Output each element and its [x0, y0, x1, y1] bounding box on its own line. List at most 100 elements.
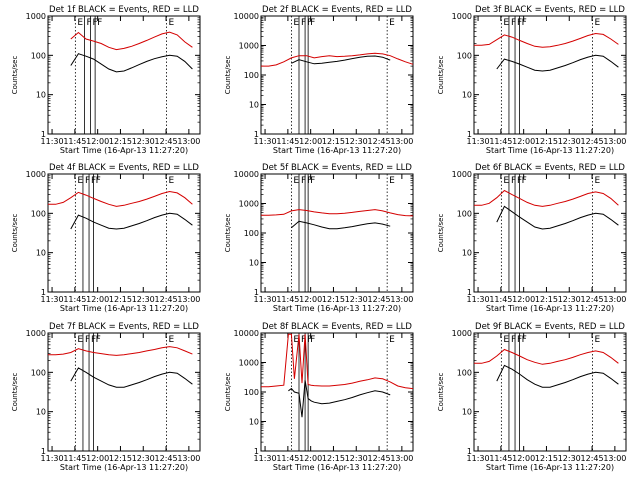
- y-tick-label: 10: [462, 408, 472, 417]
- y-tick-label: 1000: [239, 359, 259, 368]
- x-tick-label: 12:00: [299, 454, 322, 463]
- x-tick-label: 12:00: [299, 295, 322, 304]
- marker-label-E: E: [293, 335, 299, 345]
- y-tick-label: 100: [457, 51, 472, 60]
- y-tick-label: 10: [462, 249, 472, 258]
- y-tick-label: 10: [36, 249, 46, 258]
- series-line-lld: [48, 346, 193, 356]
- x-tick-label: 12:30: [345, 295, 368, 304]
- x-tick-label: 11:45: [489, 137, 512, 146]
- x-tick-label: 12:30: [132, 454, 155, 463]
- x-tick-label: 12:30: [345, 137, 368, 146]
- plot-frame: [473, 173, 627, 293]
- y-tick-label: 100: [244, 71, 259, 80]
- x-axis-label: Start Time (16-Apr-13 11:27:20): [486, 463, 614, 472]
- x-tick-label: 13:00: [390, 454, 413, 463]
- x-tick-label: 12:00: [86, 454, 109, 463]
- y-axis-label: Counts/sec: [437, 373, 445, 412]
- y-tick-label: 1: [41, 447, 46, 456]
- marker-label-E: E: [389, 176, 395, 186]
- x-tick-label: 12:30: [558, 295, 581, 304]
- x-tick-label: 12:30: [345, 454, 368, 463]
- x-tick-label: 12:15: [322, 295, 345, 304]
- x-tick-label: 13:00: [390, 137, 413, 146]
- x-tick-label: 13:00: [177, 295, 200, 304]
- series-line-lld: [474, 348, 619, 365]
- y-tick-label: 1: [41, 288, 46, 297]
- y-tick-label: 100: [31, 51, 46, 60]
- y-tick-label: 1000: [452, 170, 472, 179]
- series-line-lld: [261, 333, 414, 390]
- series-line-lld: [70, 31, 193, 51]
- marker-label-E: E: [389, 18, 395, 28]
- y-axis-label: Counts/sec: [437, 214, 445, 253]
- series-line-events: [70, 53, 193, 73]
- plot-title: Det 4f BLACK = Events, RED = LLD: [49, 163, 199, 173]
- marker-label-F: F: [310, 18, 315, 28]
- marker-label-F: F: [511, 18, 516, 28]
- y-tick-label: 100: [244, 229, 259, 238]
- plot-frame: [473, 15, 627, 135]
- x-tick-label: 12:00: [512, 295, 535, 304]
- y-tick-label: 100: [244, 388, 259, 397]
- x-tick-label: 12:00: [512, 454, 535, 463]
- plot-frame: [473, 332, 627, 452]
- y-tick-label: 100: [457, 209, 472, 218]
- marker-label-E: E: [169, 176, 175, 186]
- plot-title: Det 3f BLACK = Events, RED = LLD: [475, 5, 625, 15]
- y-tick-label: 1: [254, 130, 259, 139]
- y-axis-label: Counts/sec: [224, 373, 232, 412]
- y-tick-label: 100: [31, 209, 46, 218]
- series-line-lld: [261, 209, 414, 217]
- x-axis-label: Start Time (16-Apr-13 11:27:20): [60, 463, 188, 472]
- y-tick-label: 10: [249, 101, 259, 110]
- series-line-events: [288, 380, 391, 418]
- marker-label-F: F: [96, 176, 101, 186]
- x-axis-label: Start Time (16-Apr-13 11:27:20): [273, 146, 401, 155]
- plot-panel-2f: Det 2f BLACK = Events, RED = LLD 1 10 100 10…: [224, 5, 414, 155]
- marker-label-F: F: [307, 176, 312, 186]
- y-tick-label: 10000: [234, 329, 259, 338]
- x-tick-label: 12:15: [109, 137, 132, 146]
- x-tick-label: 11:45: [63, 295, 86, 304]
- marker-label-E: E: [595, 335, 601, 345]
- x-tick-label: 12:15: [322, 454, 345, 463]
- y-tick-label: 1: [467, 130, 472, 139]
- marker-label-E: E: [503, 176, 509, 186]
- marker-label-F: F: [522, 335, 527, 345]
- x-tick-label: 11:45: [276, 295, 299, 304]
- x-tick-label: 12:45: [581, 137, 604, 146]
- x-axis-label: Start Time (16-Apr-13 11:27:20): [486, 304, 614, 313]
- marker-label-E: E: [595, 176, 601, 186]
- y-tick-label: 1: [467, 288, 472, 297]
- marker-label-E: E: [389, 335, 395, 345]
- x-tick-label: 13:00: [177, 137, 200, 146]
- marker-label-F: F: [522, 176, 527, 186]
- plot-panel-8f: Det 8f BLACK = Events, RED = LLD 1 10 100 10…: [224, 322, 414, 472]
- marker-label-F: F: [301, 335, 306, 345]
- plot-panel-4f: Det 4f BLACK = Events, RED = LLD 1 10 100 10…: [11, 163, 201, 313]
- x-tick-label: 11:30: [41, 454, 64, 463]
- y-tick-label: 100: [457, 368, 472, 377]
- y-tick-label: 1000: [26, 12, 46, 21]
- x-tick-label: 12:45: [368, 295, 391, 304]
- marker-label-F: F: [522, 18, 527, 28]
- x-tick-label: 11:30: [467, 295, 490, 304]
- x-tick-label: 12:00: [299, 137, 322, 146]
- marker-label-F: F: [307, 18, 312, 28]
- marker-label-F: F: [85, 335, 90, 345]
- x-tick-label: 12:45: [581, 454, 604, 463]
- marker-label-F: F: [310, 335, 315, 345]
- x-tick-label: 12:30: [558, 137, 581, 146]
- y-tick-label: 10: [249, 418, 259, 427]
- plot-panel-5f: Det 5f BLACK = Events, RED = LLD 1 10 100 10…: [224, 163, 414, 313]
- plot-frame: [47, 15, 201, 135]
- y-axis-label: Counts/sec: [224, 214, 232, 253]
- y-axis-label: Counts/sec: [11, 56, 19, 95]
- y-tick-label: 1: [254, 447, 259, 456]
- plot-frame: [47, 332, 201, 452]
- x-tick-label: 12:15: [535, 295, 558, 304]
- x-axis-label: Start Time (16-Apr-13 11:27:20): [273, 463, 401, 472]
- marker-label-E: E: [293, 18, 299, 28]
